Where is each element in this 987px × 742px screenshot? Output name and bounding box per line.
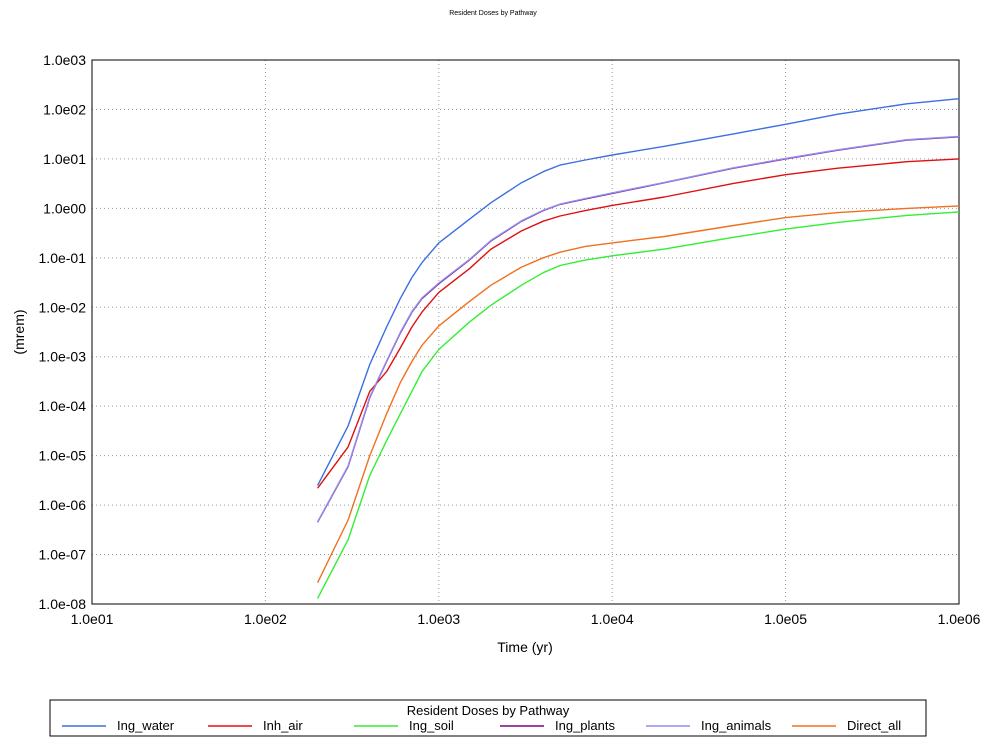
x-tick-label: 1.0e05 [764,611,807,627]
series-line-ing-plants [316,136,960,523]
legend-item: Direct_all [792,718,901,733]
legend-label: Inh_air [263,718,303,733]
legend-item: Ing_animals [646,718,772,733]
legend-label: Direct_all [847,718,901,733]
x-axis-title: Time (yr) [497,639,552,655]
y-tick-label: 1.0e-08 [39,596,87,612]
y-tick-label: 1.0e03 [43,52,86,68]
y-tick-label: 1.0e01 [43,151,86,167]
chart-title: Resident Doses by Pathway [449,10,537,17]
x-tick-label: 1.0e06 [938,611,981,627]
legend-box [49,699,927,737]
tick-labels: 1.0e01 1.0e02 1.0e03 1.0e04 1.0e05 1.0e06 1.0e… [39,52,981,627]
y-tick-label: 1.0e-03 [39,349,87,365]
legend-label: Ing_plants [555,718,615,733]
legend: Resident Doses by Pathway Ing_water Inh_a… [49,699,927,737]
x-tick-label: 1.0e01 [71,611,114,627]
x-tick-label: 1.0e04 [591,611,634,627]
series-line-inh-air [317,158,960,489]
x-tick-label: 1.0e03 [417,611,460,627]
y-tick-label: 1.0e-02 [39,299,87,315]
series-line-ing-animals [316,135,960,523]
series-line-ing-soil [316,211,960,599]
legend-title: Resident Doses by Pathway [407,703,570,718]
y-tick-label: 1.0e02 [43,101,86,117]
legend-item: Ing_plants [500,718,615,733]
plot-area [91,59,960,605]
series-lines [316,98,960,599]
legend-item: Inh_air [208,718,303,733]
y-tick-label: 1.0e00 [43,200,86,216]
grid [92,60,959,604]
y-axis-title: (mrem) [11,309,27,354]
y-tick-label: 1.0e-04 [39,398,87,414]
series-line-ing-water [316,98,960,486]
legend-item: Ing_soil [354,718,454,733]
legend-items: Ing_water Inh_air Ing_soil Ing_plants Ing_an… [62,718,901,733]
legend-label: Ing_soil [409,718,454,733]
series-line-direct-all [316,205,960,584]
y-tick-label: 1.0e-06 [39,497,87,513]
legend-label: Ing_water [117,718,175,733]
legend-label: Ing_animals [701,718,772,733]
y-tick-label: 1.0e-07 [39,547,87,563]
x-tick-label: 1.0e02 [244,611,287,627]
legend-item: Ing_water [62,718,175,733]
y-tick-label: 1.0e-05 [39,448,87,464]
y-tick-label: 1.0e-01 [39,250,87,266]
